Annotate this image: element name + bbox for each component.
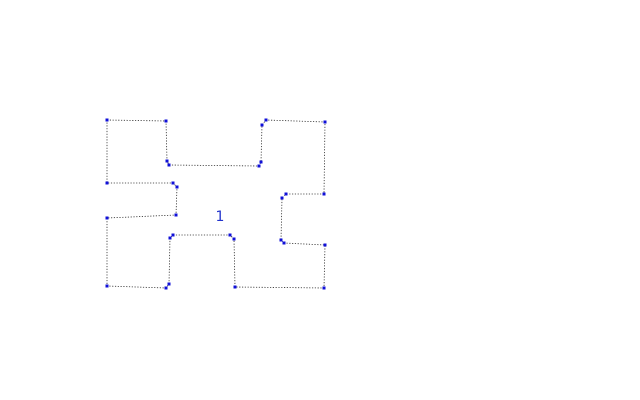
vertex-marker — [259, 160, 263, 164]
vertex-marker — [175, 185, 179, 189]
vertex-marker — [164, 286, 168, 290]
vertex-marker — [280, 196, 284, 200]
vertex-marker — [260, 123, 264, 127]
vertex-marker — [228, 233, 232, 237]
vertex-marker — [171, 181, 175, 185]
vertex-markers — [105, 118, 327, 290]
vertex-marker — [232, 237, 236, 241]
vertex-marker — [105, 284, 109, 288]
region-label: 1 — [216, 209, 225, 225]
vertex-marker — [167, 282, 171, 286]
vertex-marker — [105, 216, 109, 220]
vertex-marker — [105, 118, 109, 122]
vertex-marker — [257, 164, 261, 168]
vertex-marker — [284, 192, 288, 196]
vertex-marker — [322, 192, 326, 196]
vertex-marker — [174, 213, 178, 217]
vertex-marker — [168, 236, 172, 240]
vertex-marker — [282, 241, 286, 245]
vertex-marker — [171, 233, 175, 237]
vertex-marker — [105, 181, 109, 185]
polygon-outline — [106, 119, 326, 289]
vertex-marker — [323, 120, 327, 124]
vertex-marker — [279, 238, 283, 242]
vertex-marker — [264, 118, 268, 122]
vertex-marker — [233, 285, 237, 289]
vertex-marker — [167, 163, 171, 167]
vertex-marker — [322, 286, 326, 290]
vertex-marker — [323, 243, 327, 247]
vertex-marker — [165, 159, 169, 163]
vertex-marker — [164, 119, 168, 123]
